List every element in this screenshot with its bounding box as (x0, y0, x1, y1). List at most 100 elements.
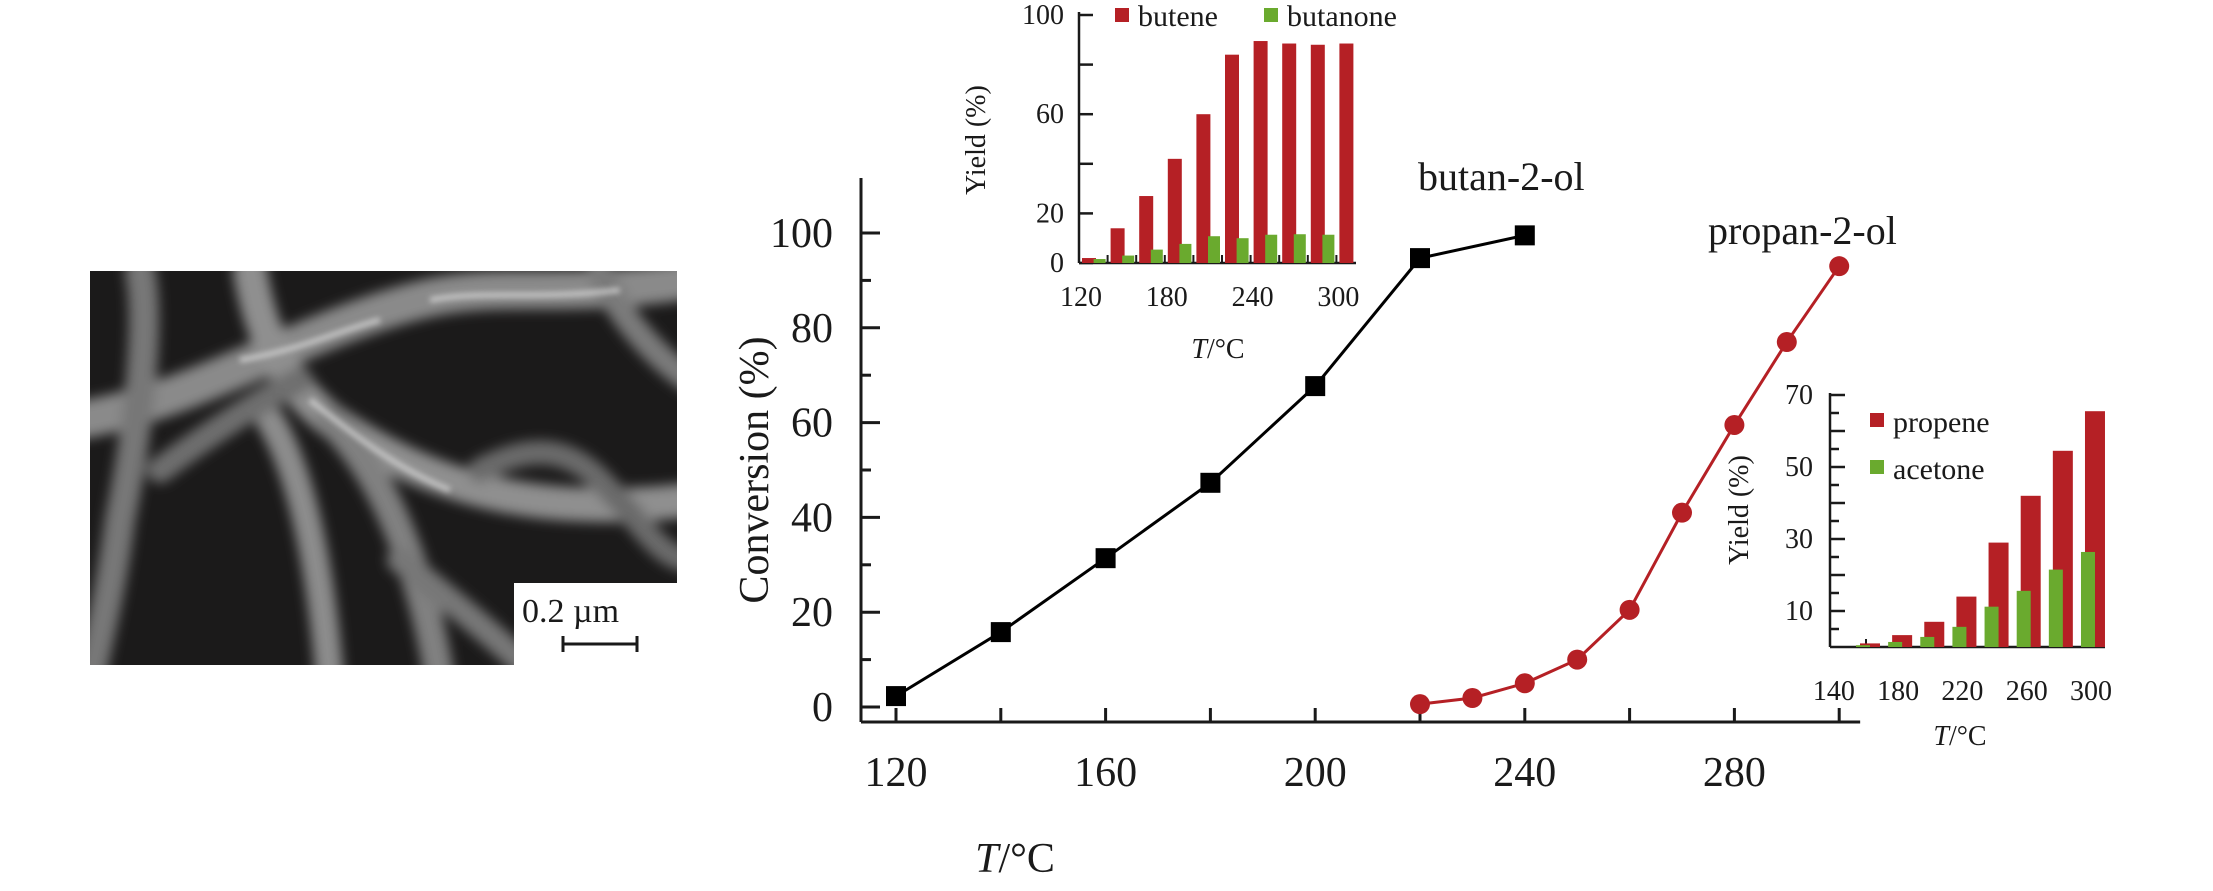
data-point-butan-2-ol (1410, 248, 1430, 269)
data-point-butan-2-ol (1514, 225, 1535, 246)
inset-butanol-yield-chart: 0 20 60 100 120 180 240 300 Yield (%) T/°C bute… (961, 0, 1397, 365)
bar-acetone (1984, 606, 1999, 647)
x-tick-label: 240 (1232, 282, 1274, 313)
legend-swatch-butene (1115, 8, 1129, 22)
bar-butanone (1236, 238, 1249, 263)
data-point-propan-2-ol (1462, 687, 1483, 708)
x-tick-label: 260 (2006, 676, 2048, 707)
bar-acetone (2016, 590, 2031, 647)
inset-propanol-yield-chart: 10 30 50 70 140 180 220 260 300 Yield (%) T/°C p… (1724, 380, 2112, 752)
main-x-axis-label: T/°C (975, 836, 1055, 882)
data-point-propan-2-ol (1724, 414, 1745, 435)
y-tick-label: 0 (812, 685, 833, 731)
y-tick-label: 100 (1022, 0, 1064, 31)
bar-acetone (1920, 636, 1935, 647)
inset1-axes: 0 20 60 100 120 180 240 300 (1022, 0, 1359, 313)
series-line-propan-2-ol (1419, 265, 1841, 706)
main-y-axis-label: Conversion (%) (732, 336, 778, 603)
inset2-legend: propene acetone (1870, 406, 1990, 486)
series-label-propan-2-ol: propan-2-ol (1708, 208, 1897, 253)
data-point-butan-2-ol (886, 686, 906, 707)
main-marks (886, 225, 1850, 715)
legend-label-butanone: butanone (1287, 0, 1397, 33)
inset2-x-axis-label: T/°C (1933, 721, 1986, 752)
inset2-bars (1856, 411, 2105, 647)
bar-butene (1339, 43, 1354, 263)
bar-propene (1892, 635, 1913, 647)
legend-label-butene: butene (1138, 0, 1218, 33)
y-tick-label: 60 (1036, 99, 1064, 130)
data-point-butan-2-ol (990, 622, 1011, 643)
y-tick-label: 40 (791, 495, 833, 541)
x-tick-label: 220 (1941, 676, 1983, 707)
bar-butanone (1265, 234, 1278, 263)
y-tick-label: 20 (791, 590, 833, 636)
bar-butene (1139, 196, 1154, 263)
y-tick-label: 0 (1050, 248, 1064, 279)
data-point-butan-2-ol (1200, 472, 1221, 493)
y-tick-label: 20 (1036, 198, 1064, 229)
data-point-propan-2-ol (1567, 649, 1588, 670)
bar-butene (1225, 54, 1239, 264)
data-point-propan-2-ol (1829, 256, 1850, 277)
x-tick-label: 160 (1074, 750, 1137, 796)
data-point-butan-2-ol (1095, 548, 1116, 569)
data-point-propan-2-ol (1672, 502, 1692, 523)
bar-butene (1167, 158, 1182, 263)
inset2-y-axis-label: Yield (%) (1724, 455, 1755, 565)
bar-butanone (1208, 236, 1220, 263)
y-tick-label: 30 (1785, 524, 1813, 555)
x-tick-label: 120 (865, 750, 928, 796)
bar-acetone (2048, 569, 2063, 647)
series-label-butan-2-ol: butan-2-ol (1418, 154, 1585, 199)
y-tick-label: 50 (1785, 452, 1813, 483)
y-tick-label: 100 (770, 211, 833, 257)
bar-butene (1110, 228, 1125, 263)
bar-butanone (1122, 255, 1135, 263)
bar-butanone (1093, 259, 1106, 263)
bar-acetone (1888, 641, 1903, 647)
bar-butanone (1322, 234, 1335, 263)
y-tick-label: 70 (1785, 380, 1813, 411)
legend-swatch-acetone (1870, 460, 1884, 474)
y-tick-label: 60 (791, 401, 833, 447)
bar-acetone (1856, 645, 1870, 647)
inset1-y-axis-label: Yield (%) (961, 85, 992, 195)
x-tick-label: 180 (1877, 676, 1919, 707)
data-point-propan-2-ol (1514, 673, 1535, 694)
data-point-propan-2-ol (1410, 694, 1430, 715)
data-point-butan-2-ol (1305, 376, 1326, 397)
x-tick-label: 200 (1284, 750, 1347, 796)
bar-butanone (1150, 249, 1163, 263)
x-tick-label: 140 (1813, 676, 1855, 707)
sem-micrograph (90, 271, 677, 665)
data-point-propan-2-ol (1776, 332, 1797, 353)
scale-bar (561, 636, 639, 652)
bar-acetone (1952, 626, 1967, 647)
legend-label-acetone: acetone (1893, 453, 1985, 486)
bar-butene (1282, 43, 1297, 263)
legend-swatch-propene (1870, 413, 1884, 427)
bar-butene (1253, 41, 1268, 263)
inset1-legend: butene butanone (1115, 0, 1397, 33)
y-tick-label: 80 (791, 306, 833, 352)
bar-butene (1310, 44, 1325, 264)
x-tick-label: 300 (1317, 282, 1359, 313)
bar-butanone (1293, 234, 1306, 263)
x-tick-label: 300 (2070, 676, 2112, 707)
inset1-bars (1082, 41, 1354, 264)
x-tick-label: 280 (1703, 750, 1766, 796)
x-tick-label: 120 (1060, 282, 1102, 313)
bar-butanone (1179, 243, 1192, 263)
series-line-butan-2-ol (895, 233, 1526, 698)
scale-bar-label: 0.2 µm (522, 593, 619, 630)
y-tick-label: 10 (1785, 596, 1813, 627)
bar-acetone (2080, 551, 2095, 647)
bar-butene (1196, 114, 1211, 263)
bar-butene (1082, 258, 1096, 263)
legend-label-propene: propene (1893, 406, 1990, 439)
legend-swatch-butanone (1264, 8, 1278, 22)
